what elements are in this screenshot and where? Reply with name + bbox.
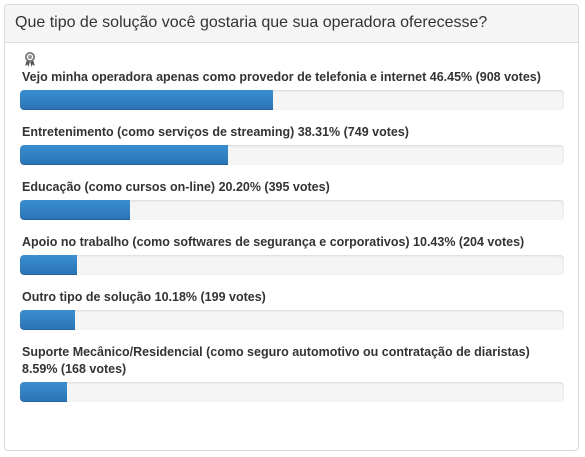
progress-bar [20,145,229,165]
progress-track [20,145,564,165]
poll-option: Educação (como cursos on-line) 20.20% (3… [20,179,564,220]
progress-bar [20,200,130,220]
poll-option: Apoio no trabalho (como softwares de seg… [20,234,564,275]
poll-results: Vejo minha operadora apenas como provedo… [5,43,578,402]
progress-bar [20,310,76,330]
progress-track [20,382,564,402]
poll-widget: Que tipo de solução você gostaria que su… [4,4,579,451]
progress-track [20,310,564,330]
poll-option: Vejo minha operadora apenas como provedo… [20,69,564,110]
poll-option: Suporte Mecânico/Residencial (como segur… [20,344,564,402]
progress-track [20,90,564,110]
poll-option-label: Outro tipo de solução 10.18% (199 votes) [22,290,266,304]
poll-option-label: Apoio no trabalho (como softwares de seg… [22,235,525,249]
poll-option-label: Suporte Mecânico/Residencial (como segur… [22,345,530,376]
poll-option-label: Entretenimento (como serviços de streami… [22,125,409,139]
progress-track [20,200,564,220]
progress-bar [20,382,67,402]
poll-question: Que tipo de solução você gostaria que su… [5,5,578,43]
award-ribbon-icon [25,52,35,67]
poll-option: Entretenimento (como serviços de streami… [20,124,564,165]
poll-option-label: Vejo minha operadora apenas como provedo… [22,70,541,84]
poll-option: Outro tipo de solução 10.18% (199 votes) [20,289,564,330]
progress-track [20,255,564,275]
progress-bar [20,90,273,110]
poll-option-label: Educação (como cursos on-line) 20.20% (3… [22,180,330,194]
progress-bar [20,255,77,275]
